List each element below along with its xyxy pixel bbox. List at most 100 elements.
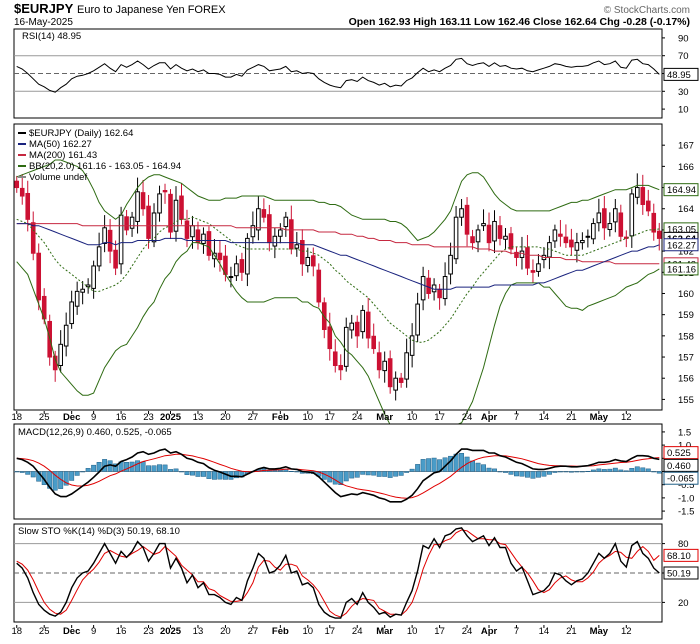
candle-body [569, 239, 574, 248]
macd-hist-bar [651, 471, 657, 473]
macd-hist-bar [376, 471, 382, 477]
x-tick-label: 7 [514, 626, 519, 637]
macd-last-value: 0.460 [667, 461, 691, 472]
sto-label: Slow STO %K(14) %D(3) 50.19, 68.10 [18, 526, 180, 537]
rsi-last-value-box [663, 67, 699, 81]
macd-hist-bar [124, 462, 130, 472]
y-tick-label: 1.0 [678, 441, 691, 452]
x-tick-label: 13 [193, 412, 204, 423]
macd-hist-bar [233, 471, 239, 479]
price-last-value: 162.27 [667, 240, 696, 251]
candle-body [256, 208, 261, 231]
macd-hist-bar [173, 468, 179, 472]
y-tick-label: 159 [678, 310, 694, 321]
macd-hist-bar [74, 471, 80, 476]
candle-body [574, 242, 580, 251]
price-last-value: 161.16 [667, 264, 696, 275]
candle-body [14, 180, 20, 189]
candle-body [310, 255, 316, 267]
candle-body [250, 225, 256, 238]
macd-hist-bar [492, 468, 497, 472]
price-legend-item: $EURJPY (Daily) 162.64 [29, 128, 133, 139]
macd-hist-bar [107, 460, 113, 472]
macd-hist-bar [459, 453, 465, 472]
macd-hist-bar [497, 471, 503, 473]
candle-body [475, 229, 481, 243]
macd-hist-bar [113, 463, 119, 472]
symbol-name: Euro to Japanese Yen FOREX [77, 4, 226, 16]
x-tick-label: 18 [11, 412, 22, 423]
candle-body [393, 377, 398, 391]
candle-body [173, 199, 179, 232]
price-last-value: 164.94 [667, 185, 696, 196]
candle-body [651, 212, 657, 233]
candle-body [563, 236, 569, 244]
x-tick-label: May [590, 626, 609, 637]
macd-hist-bar [552, 471, 558, 473]
macd-hist-bar [525, 471, 530, 478]
macd-hist-bar [409, 468, 415, 472]
candle-body [618, 212, 624, 237]
candle-body [492, 220, 497, 242]
rsi-last-value: 48.95 [667, 70, 691, 81]
macd-hist-bar [365, 471, 371, 476]
x-axis-bottom: 18 25 Dec 9 16 23 2025 13 20 27 Feb 10 17 24 Mar 10 17 24… [11, 625, 632, 637]
macd-hist-bar [546, 471, 552, 475]
candle-body [530, 270, 536, 273]
x-tick-label: Mar [376, 412, 393, 423]
x-tick-label: 16 [116, 626, 127, 637]
candle-body [607, 223, 613, 231]
candle-body [107, 229, 113, 252]
candle-body [552, 229, 558, 242]
price-legend-item: MA(50) 162.27 [29, 139, 92, 150]
candle-body [85, 284, 91, 288]
y-tick-label: 164 [678, 204, 694, 215]
price-legend-item: MA(200) 161.43 [29, 150, 97, 161]
macd-hist-bar [58, 471, 64, 489]
bb-lower-line [16, 242, 660, 447]
macd-hist-bar [590, 469, 596, 472]
macd-hist-bar [332, 471, 338, 485]
candle-body [525, 247, 530, 269]
macd-hist-bar [398, 471, 404, 476]
macd-hist-bar [157, 464, 162, 472]
candle-body [129, 216, 135, 229]
candle-body [580, 240, 585, 244]
macd-hist-bar [623, 470, 629, 472]
candle-body [63, 324, 69, 347]
x-tick-label: 21 [566, 412, 577, 423]
candle-body [124, 216, 129, 231]
candle-body [338, 365, 344, 371]
macd-hist-bar [162, 464, 168, 472]
candle-body [371, 335, 376, 350]
candle-body [596, 212, 602, 224]
macd-hist-bar [629, 468, 635, 472]
x-axis-main: 18 25 Dec 9 16 23 2025 13 20 27 Feb 10 17 24 Mar 10 17 24… [11, 411, 632, 423]
y-tick-label: 80 [678, 539, 689, 550]
x-tick-label: 21 [566, 626, 577, 637]
candle-body [585, 235, 591, 238]
candle-body [201, 233, 206, 244]
x-tick-label: Apr [481, 412, 498, 423]
sto-last-d: 68.10 [667, 551, 691, 562]
x-tick-label: 14 [539, 626, 550, 637]
macd-hist-bar [585, 470, 591, 472]
candle-body [459, 208, 464, 218]
candle-body [437, 288, 442, 299]
candle-body [102, 227, 107, 244]
macd-hist-bar [201, 471, 206, 477]
macd-hist-bar [69, 471, 75, 481]
macd-hist-bar [426, 458, 432, 472]
macd-hist-bar [481, 464, 486, 472]
macd-hist-bar [431, 457, 437, 472]
candle-body [481, 223, 486, 227]
macd-hist-bar [41, 471, 47, 485]
y-tick-label: 160 [678, 289, 694, 300]
x-tick-label: 10 [407, 626, 418, 637]
candle-body [30, 222, 36, 254]
candle-body [217, 252, 223, 261]
candle-body [497, 225, 503, 239]
sto-last-k: 50.19 [667, 569, 691, 580]
price-legend-item: BB(20,2.0) 161.16 - 163.05 - 164.94 [29, 161, 181, 172]
y-tick-label: -1.0 [678, 493, 694, 504]
